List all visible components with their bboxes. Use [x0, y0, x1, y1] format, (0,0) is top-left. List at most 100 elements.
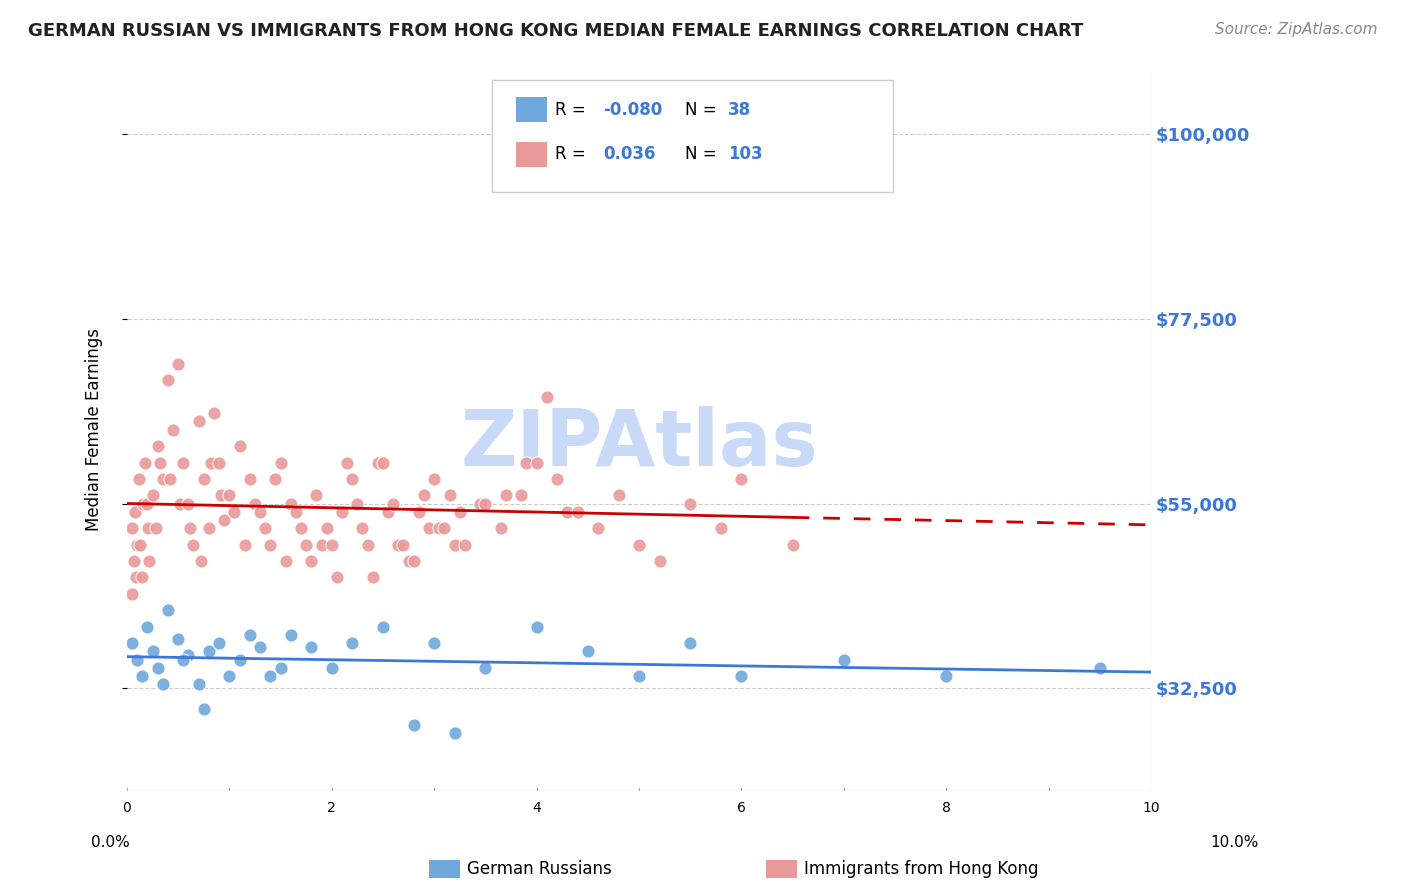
Point [495, 488, 517, 502]
Point [198, 521, 221, 535]
Point [127, 652, 149, 666]
Point [311, 538, 333, 552]
Point [145, 521, 167, 535]
Point [218, 669, 240, 683]
Point [433, 521, 456, 535]
Point [679, 636, 702, 650]
Point [134, 456, 156, 470]
Point [125, 570, 148, 584]
Point [782, 538, 804, 552]
Point [156, 603, 179, 617]
Point [423, 636, 446, 650]
Point [408, 505, 430, 519]
Point [443, 538, 465, 552]
Point [167, 632, 190, 646]
Text: -0.080: -0.080 [603, 101, 662, 119]
Point [305, 488, 328, 502]
Text: 103: 103 [728, 145, 763, 163]
Point [342, 472, 364, 486]
Point [284, 505, 307, 519]
Point [202, 406, 225, 420]
Text: N =: N = [685, 101, 721, 119]
Point [427, 521, 450, 535]
Point [177, 497, 200, 511]
Point [121, 636, 143, 650]
Point [239, 472, 262, 486]
Y-axis label: Median Female Earnings: Median Female Earnings [86, 328, 103, 531]
Text: Source: ZipAtlas.com: Source: ZipAtlas.com [1215, 22, 1378, 37]
Point [356, 538, 378, 552]
Point [546, 472, 568, 486]
Point [169, 497, 191, 511]
Point [361, 570, 384, 584]
Point [346, 497, 368, 511]
Point [280, 497, 302, 511]
Point [489, 521, 512, 535]
Point [392, 538, 415, 552]
Point [1088, 661, 1111, 675]
Point [172, 652, 194, 666]
Point [470, 497, 492, 511]
Point [280, 628, 302, 642]
Point [254, 521, 277, 535]
Point [557, 505, 579, 519]
Point [146, 661, 169, 675]
Point [648, 554, 671, 568]
Point [132, 497, 155, 511]
Point [198, 644, 221, 658]
Point [249, 640, 271, 655]
Point [315, 521, 337, 535]
Point [138, 521, 160, 535]
Point [264, 472, 287, 486]
Point [679, 497, 702, 511]
Point [382, 497, 405, 511]
Point [224, 505, 246, 519]
Point [367, 456, 389, 470]
Text: R =: R = [555, 101, 592, 119]
Point [193, 702, 215, 716]
Point [136, 620, 159, 634]
Point [208, 456, 231, 470]
Point [299, 554, 322, 568]
Point [162, 423, 184, 437]
Point [259, 538, 281, 552]
Point [413, 488, 436, 502]
Point [239, 628, 262, 642]
Point [200, 456, 222, 470]
Point [326, 570, 349, 584]
Point [270, 456, 292, 470]
Point [152, 472, 174, 486]
Point [402, 554, 425, 568]
Point [352, 521, 374, 535]
Point [228, 439, 250, 453]
Point [270, 661, 292, 675]
Point [474, 497, 496, 511]
Point [526, 620, 548, 634]
Point [159, 472, 181, 486]
Point [402, 718, 425, 732]
Point [131, 570, 153, 584]
Point [177, 648, 200, 663]
Point [398, 554, 420, 568]
Text: 0.036: 0.036 [603, 145, 655, 163]
Point [209, 488, 232, 502]
Point [299, 640, 322, 655]
Point [536, 390, 558, 404]
Point [259, 669, 281, 683]
Text: 0.0%: 0.0% [91, 836, 131, 850]
Point [183, 538, 205, 552]
Text: R =: R = [555, 145, 592, 163]
Point [212, 513, 235, 527]
Point [156, 373, 179, 387]
Point [228, 652, 250, 666]
Point [342, 636, 364, 650]
Point [190, 554, 212, 568]
Point [233, 538, 256, 552]
Point [423, 472, 446, 486]
Text: Immigrants from Hong Kong: Immigrants from Hong Kong [804, 860, 1039, 878]
Point [336, 456, 359, 470]
Point [193, 472, 215, 486]
Point [141, 488, 163, 502]
Point [129, 538, 152, 552]
Point [127, 538, 149, 552]
